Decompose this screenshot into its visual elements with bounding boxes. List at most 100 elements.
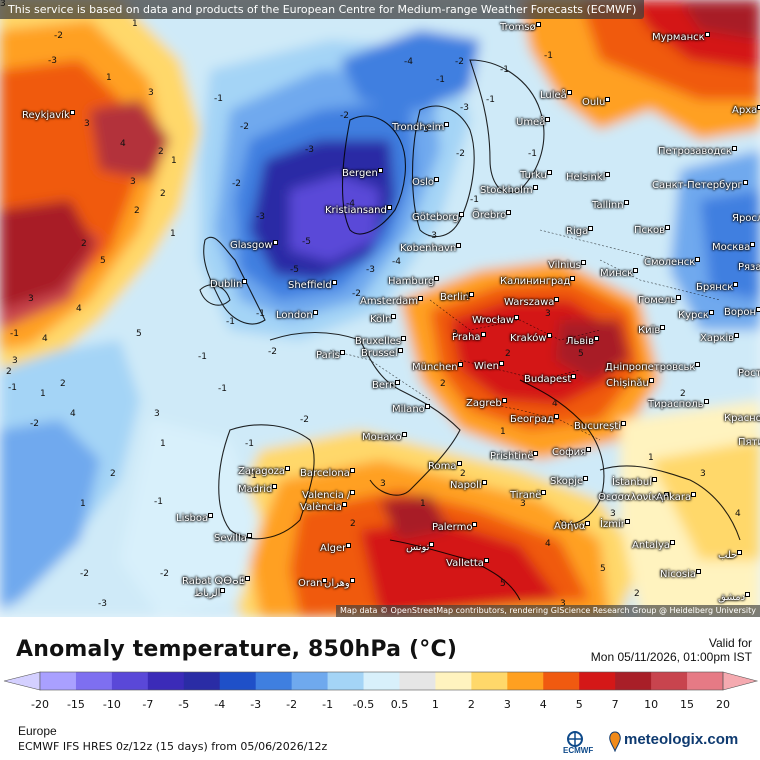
contour-label: 2 (505, 349, 511, 359)
city-label: Alger (320, 543, 352, 554)
city-label: Palermo (432, 522, 478, 533)
contour-label: 1 (132, 19, 138, 29)
city-label: وهران (324, 578, 355, 589)
contour-label: -1 (528, 149, 537, 159)
city-label: Петрозаводск (658, 146, 737, 157)
city-label: Stockholm (480, 185, 538, 196)
city-label: Смоленск (644, 257, 701, 268)
contour-label: -2 (268, 347, 277, 357)
contour-label: 1 (420, 499, 426, 509)
contour-label: -1 (248, 471, 257, 481)
city-label: حلب (718, 550, 743, 561)
city-label: Ворон (724, 307, 760, 318)
contour-label: -1 (214, 94, 223, 104)
legend-tick-label: 20 (716, 698, 730, 711)
contour-label: 3 (28, 294, 34, 304)
legend-tick-label: 0.5 (390, 698, 409, 711)
valid-for-label: Valid for (708, 636, 752, 650)
city-label: Paris (316, 350, 345, 361)
city-label: Wrocław (472, 315, 520, 326)
contour-label: 1 (40, 389, 46, 399)
contour-label: -2 (80, 569, 89, 579)
contour-label: -2 (340, 111, 349, 121)
legend-swatch (435, 672, 472, 690)
contour-label: 1 (170, 229, 176, 239)
contour-label: 2 (158, 147, 164, 157)
legend-swatch (615, 672, 652, 690)
city-label: Kristiansand (325, 205, 392, 216)
city-label: Nicosia (660, 569, 701, 580)
contour-label: 4 (76, 304, 82, 314)
contour-label: -2 (455, 57, 464, 67)
legend-arrow-left (3, 671, 41, 691)
contour-label: -1 (218, 384, 227, 394)
contour-label: -3 (420, 125, 429, 135)
city-label: Kraków (510, 333, 552, 344)
contour-label: -3 (98, 599, 107, 609)
city-label: İstanbul (612, 477, 658, 488)
contour-label: 2 (81, 239, 87, 249)
city-label: Псков (634, 225, 671, 236)
city-label: Краснод (724, 413, 760, 424)
model-run-info: ECMWF IFS HRES 0z/12z (15 days) from 05/… (18, 740, 328, 753)
contour-label: -2 (300, 415, 309, 425)
city-label: Madrid (238, 484, 278, 495)
map[interactable]: This service is based on data and produc… (0, 0, 760, 617)
legend-swatch (75, 672, 113, 690)
contour-label: -2 (232, 179, 241, 189)
contour-label: -3 (366, 265, 375, 275)
city-label: Reykjavík (22, 110, 75, 121)
city-label: Калининград (500, 276, 576, 287)
legend-tick-label: -5 (178, 698, 190, 711)
city-label: København (400, 243, 462, 254)
legend-tick-label: -0.5 (352, 698, 375, 711)
contour-label: -1 (226, 317, 235, 327)
contour-label: -2 (352, 289, 361, 299)
legend-tick-label: -15 (66, 698, 85, 711)
contour-label: -3 (48, 56, 57, 66)
city-label: Umeå (516, 117, 551, 128)
contour-label: 1 (171, 156, 177, 166)
city-label: Brussel (361, 348, 403, 359)
contour-label: 2 (160, 189, 166, 199)
city-label: Санкт-Петербург (652, 180, 748, 191)
city-label: Örebro (472, 210, 512, 221)
contour-label: 1 (80, 499, 86, 509)
contour-label: 1 (465, 292, 471, 302)
city-label: Oslo (412, 177, 439, 188)
contour-label: -2 (54, 31, 63, 41)
contour-label: 3 (154, 409, 160, 419)
legend-swatch (579, 672, 616, 690)
city-label: تونس (406, 542, 436, 553)
city-label: Antalya (632, 540, 676, 551)
city-label: Vilnius (548, 260, 586, 271)
contour-label: 5 (136, 329, 142, 339)
legend-swatch (687, 672, 724, 690)
contour-label: 3 (545, 309, 551, 319)
legend-swatch (219, 672, 257, 690)
contour-label: -1 (500, 65, 509, 75)
city-label: Riga (566, 226, 594, 237)
city-label: Oulu (582, 97, 611, 108)
city-label: Hamburg (388, 276, 440, 287)
contour-label: 3 (148, 88, 154, 98)
legend-tick-label: 5 (575, 698, 583, 711)
contour-label: 1 (648, 453, 654, 463)
city-label: Chișinău (606, 378, 654, 389)
city-label: Харків (700, 333, 740, 344)
map-attribution[interactable]: Map data © OpenStreetMap contributors, r… (336, 605, 760, 617)
contour-label: -1 (486, 95, 495, 105)
contour-label: 1 (106, 73, 112, 83)
contour-label: 4 (70, 409, 76, 419)
contour-label: -1 (10, 329, 19, 339)
legend-swatch (507, 672, 544, 690)
contour-label: 3 (130, 177, 136, 187)
legend-swatch (291, 672, 329, 690)
legend-tick-label: -2 (286, 698, 298, 711)
contour-label: 3 (610, 509, 616, 519)
legend-swatch (255, 672, 293, 690)
contour-label: -1 (470, 195, 479, 205)
meteologix-brand[interactable]: meteologix.com (624, 731, 739, 748)
contour-label: -1 (544, 51, 553, 61)
city-label: București (574, 421, 626, 432)
